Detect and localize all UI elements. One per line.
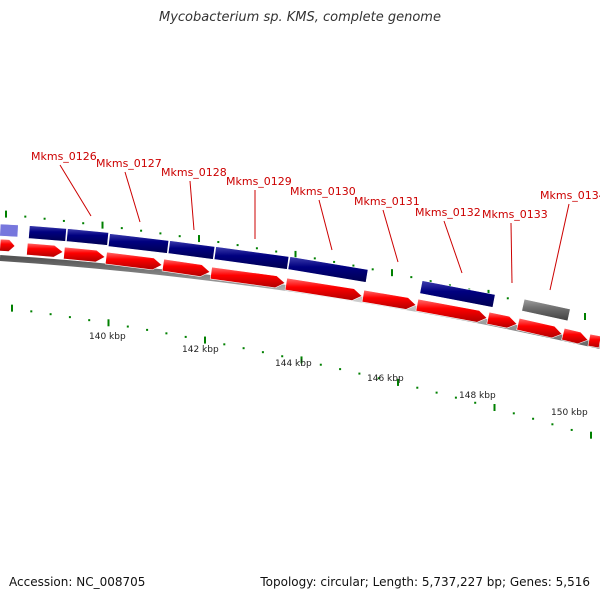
gene-feature bbox=[26, 242, 64, 258]
gene-feature bbox=[361, 289, 417, 310]
gene-feature bbox=[419, 280, 496, 308]
scale-label: 146 kbp bbox=[367, 374, 404, 384]
gene-label: Mkms_0130 bbox=[290, 185, 356, 198]
scale-label: 150 kbp bbox=[551, 408, 588, 418]
gene-feature bbox=[0, 238, 16, 252]
gene-label: Mkms_0127 bbox=[96, 157, 162, 170]
gene-label-leader bbox=[124, 171, 141, 223]
gene-feature bbox=[104, 251, 163, 271]
gene-label: Mkms_0128 bbox=[161, 166, 227, 179]
gene-label: Mkms_0131 bbox=[354, 195, 420, 208]
scale-labels: 140 kbp 142 kbp 144 kbp 146 kbp 148 kbp 150 k… bbox=[89, 332, 588, 418]
scale-label: 140 kbp bbox=[89, 332, 126, 342]
gene-label-leader bbox=[189, 180, 195, 231]
tick-marks-inner bbox=[11, 304, 592, 439]
gene-feature bbox=[516, 317, 563, 339]
gene-feature bbox=[587, 333, 600, 349]
gene-feature bbox=[161, 258, 211, 277]
gene-feature bbox=[0, 223, 19, 238]
gene-feature bbox=[107, 233, 170, 254]
label-leader-lines bbox=[59, 164, 570, 291]
genome-summary-text: Topology: circular; Length: 5,737,227 bp… bbox=[260, 575, 590, 589]
scale-label: 148 kbp bbox=[459, 391, 496, 401]
gene-feature bbox=[287, 256, 369, 283]
gene-label: Mkms_0133 bbox=[482, 208, 548, 221]
gene-label: Mkms_0126 bbox=[31, 150, 97, 163]
gene-label: Mkms_0129 bbox=[226, 175, 292, 188]
gene-label-leader bbox=[382, 209, 399, 263]
gene-feature bbox=[209, 266, 286, 289]
tick-marks-outer bbox=[5, 210, 586, 320]
gene-label-leader bbox=[318, 199, 333, 251]
gene-feature bbox=[521, 298, 571, 322]
gene-label-leader bbox=[443, 220, 463, 274]
gene-label: Mkms_0132 bbox=[415, 206, 481, 219]
gene-label-leader bbox=[549, 203, 570, 291]
scale-label: 144 kbp bbox=[275, 359, 312, 369]
gene-feature bbox=[66, 228, 109, 246]
gene-feature bbox=[167, 240, 216, 260]
gene-feature bbox=[486, 311, 518, 329]
gene-feature bbox=[561, 327, 589, 345]
gene-feature bbox=[28, 225, 67, 242]
gene-label-leader bbox=[510, 222, 513, 284]
gene-feature bbox=[284, 277, 363, 301]
gene-feature bbox=[63, 246, 106, 263]
gene-track bbox=[0, 223, 600, 349]
genome-title: Mycobacterium sp. KMS, complete genome bbox=[159, 10, 441, 25]
scale-label: 142 kbp bbox=[182, 345, 219, 355]
gene-labels: Mkms_0126Mkms_0127Mkms_0128Mkms_0129Mkms… bbox=[31, 150, 600, 221]
gene-feature bbox=[213, 246, 290, 270]
accession-text: Accession: NC_008705 bbox=[9, 575, 146, 589]
gene-label-leader bbox=[59, 164, 92, 217]
gene-label: Mkms_0134 bbox=[540, 189, 600, 202]
gene-feature bbox=[415, 298, 488, 323]
